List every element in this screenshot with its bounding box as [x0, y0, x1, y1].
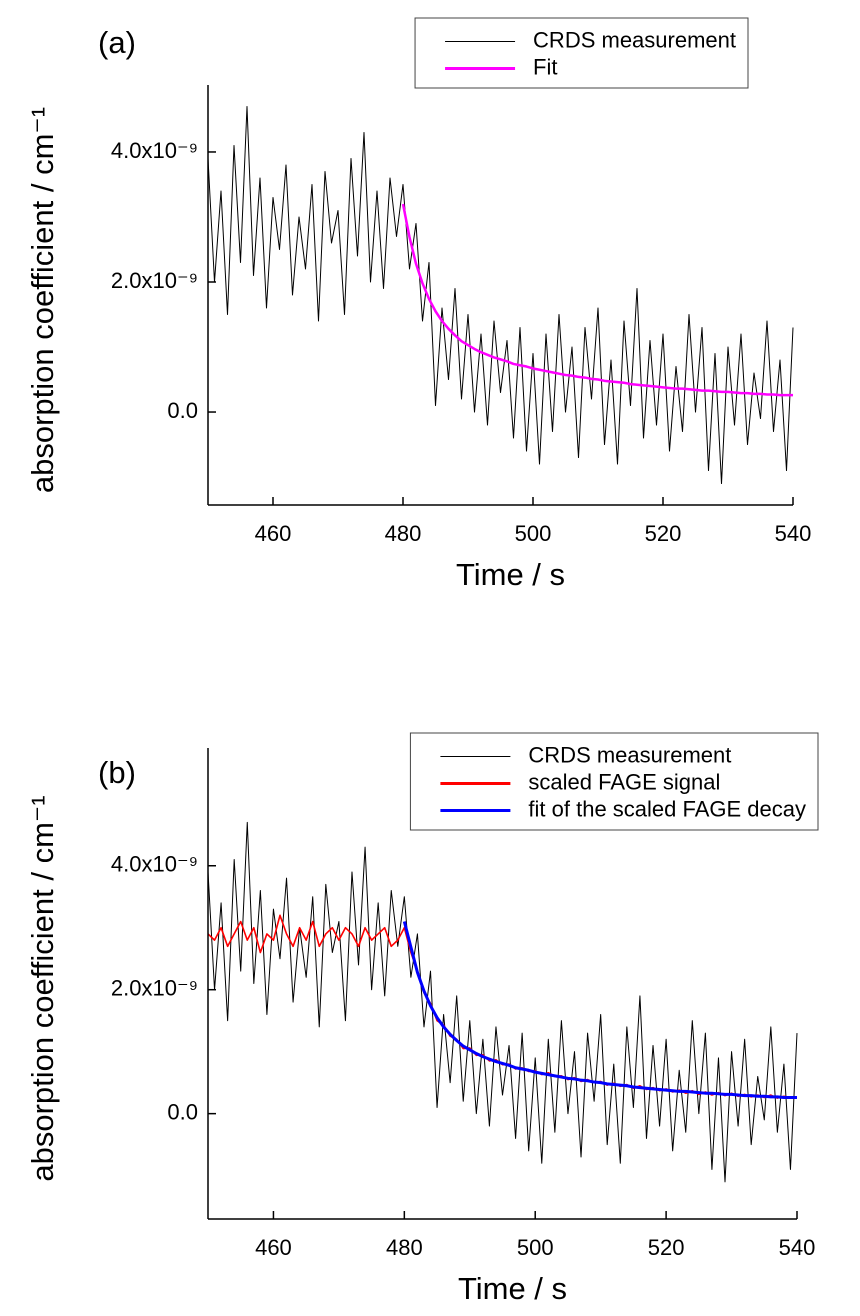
legend-box	[414, 17, 749, 89]
x-tick-label: 520	[645, 521, 682, 546]
y-axis-label: absorption coefficient / cm⁻¹	[25, 795, 60, 1181]
y-axis-label: absorption coefficient / cm⁻¹	[25, 107, 60, 493]
y-tick-label: 2.0x10⁻⁹	[111, 268, 198, 293]
data-line	[207, 821, 798, 1183]
data-line	[207, 914, 798, 1099]
panel-label: (a)	[98, 25, 136, 60]
x-tick-label: 460	[255, 521, 292, 546]
legend-label: scaled FAGE signal	[528, 769, 720, 794]
x-tick-label: 540	[775, 521, 812, 546]
data-line	[402, 921, 797, 1100]
x-tick-label: 460	[255, 1235, 292, 1260]
x-tick-label: 480	[386, 1235, 423, 1260]
x-tick-label: 500	[517, 1235, 554, 1260]
x-tick-label: 540	[779, 1235, 816, 1260]
legend-label: Fit	[533, 54, 557, 79]
legend-label: fit of the scaled FAGE decay	[528, 796, 806, 821]
data-line	[401, 203, 793, 397]
x-axis-label: Time / s	[458, 1271, 567, 1306]
x-tick-label: 480	[385, 521, 422, 546]
y-tick-label: 0.0	[167, 1099, 198, 1124]
y-tick-label: 0.0	[167, 398, 198, 423]
x-tick-label: 520	[648, 1235, 685, 1260]
x-axis-label: Time / s	[456, 557, 565, 592]
y-tick-label: 4.0x10⁻⁹	[111, 138, 198, 163]
panel-label: (b)	[98, 755, 136, 790]
legend-label: CRDS measurement	[533, 27, 736, 52]
data-line	[207, 105, 794, 485]
y-tick-label: 2.0x10⁻⁹	[111, 976, 198, 1001]
legend-label: CRDS measurement	[528, 742, 731, 767]
legend-box	[409, 732, 819, 831]
x-tick-label: 500	[515, 521, 552, 546]
y-tick-label: 4.0x10⁻⁹	[111, 852, 198, 877]
